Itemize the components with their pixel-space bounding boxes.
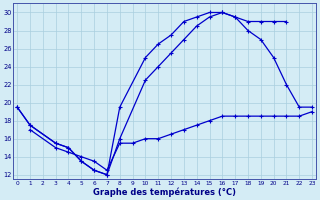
X-axis label: Graphe des températures (°C): Graphe des températures (°C) [93,187,236,197]
